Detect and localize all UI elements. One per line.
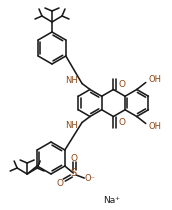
Text: NH: NH xyxy=(66,76,78,85)
Text: NH: NH xyxy=(66,121,78,130)
Text: O⁻: O⁻ xyxy=(85,174,96,182)
Text: OH: OH xyxy=(148,122,161,131)
Text: Na⁺: Na⁺ xyxy=(104,196,121,205)
Text: O: O xyxy=(119,80,126,88)
Text: O: O xyxy=(57,178,64,188)
Text: O: O xyxy=(119,118,126,126)
Text: OH: OH xyxy=(148,75,161,84)
Text: O: O xyxy=(71,154,78,163)
Text: S: S xyxy=(70,168,76,178)
